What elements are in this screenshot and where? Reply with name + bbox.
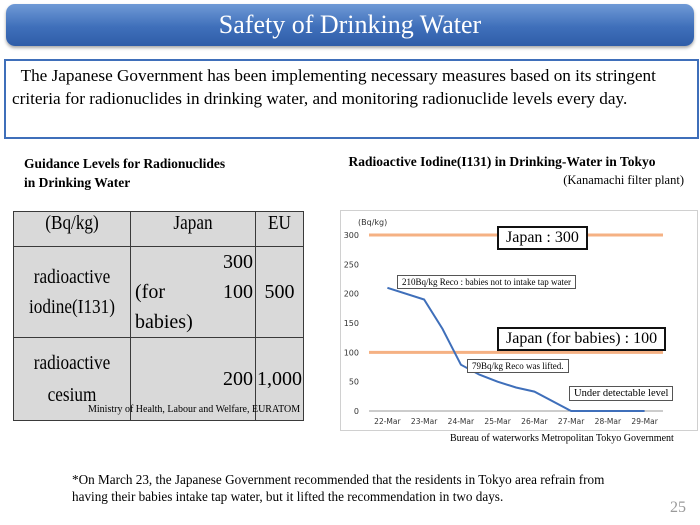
header-japan: Japan bbox=[173, 212, 213, 234]
cesium-label-line2: cesium bbox=[47, 384, 97, 406]
table-heading-line1: Guidance Levels for Radionuclides bbox=[24, 156, 226, 171]
annotation-79: 79Bq/kg Reco was lifted. bbox=[467, 359, 569, 373]
annotation-210: 210Bq/kg Reco : babies not to intake tap… bbox=[397, 275, 576, 289]
x-tick-label: 24-Mar bbox=[448, 417, 475, 426]
footnote-line1: *On March 23, the Japanese Government re… bbox=[72, 472, 605, 487]
iodine-japan-value: 300 bbox=[223, 251, 253, 273]
iodine-label-line1: radioactive bbox=[33, 266, 111, 288]
table-row-cesium: radioactive cesium 200 1,000 bbox=[13, 337, 304, 421]
y-tick-label: 150 bbox=[344, 319, 359, 328]
y-tick-label: 250 bbox=[344, 260, 359, 269]
x-tick-label: 29-Mar bbox=[631, 417, 658, 426]
iodine-series-line bbox=[387, 286, 645, 412]
x-tick-label: 28-Mar bbox=[595, 417, 622, 426]
x-tick-label: 27-Mar bbox=[558, 417, 585, 426]
footnote: *On March 23, the Japanese Government re… bbox=[72, 471, 672, 505]
slide-title: Safety of Drinking Water bbox=[6, 4, 694, 46]
cesium-label-line1: radioactive bbox=[33, 352, 111, 374]
footnote-line2: having their babies intake tap water, bu… bbox=[72, 489, 504, 504]
guidance-levels-table: (Bq/kg) Japan EU radioactive iodine(I131… bbox=[13, 211, 304, 421]
chart-heading: Radioactive Iodine(I131) in Drinking-Wat… bbox=[348, 154, 656, 169]
table-source: Ministry of Health, Labour and Welfare, … bbox=[88, 404, 301, 415]
japan-300-label: Japan : 300 bbox=[497, 226, 588, 250]
chart-subheading: (Kanamachi filter plant) bbox=[563, 173, 684, 187]
x-tick-label: 23-Mar bbox=[411, 417, 438, 426]
babies-value: 100 bbox=[223, 281, 253, 303]
page-number: 25 bbox=[670, 499, 686, 516]
table-row-iodine: radioactive iodine(I131) 300 (for babies… bbox=[13, 246, 304, 338]
iodine-label: radioactive iodine(I131) bbox=[22, 262, 122, 322]
header-unit: (Bq/kg) bbox=[45, 212, 99, 234]
intro-text: The Japanese Government has been impleme… bbox=[12, 66, 656, 108]
y-tick-label: 300 bbox=[344, 231, 359, 240]
table-heading: Guidance Levels for Radionuclides in Dri… bbox=[24, 154, 324, 192]
table-header-row: (Bq/kg) Japan EU bbox=[13, 211, 304, 247]
y-tick-label: 200 bbox=[344, 290, 359, 299]
x-tick-label: 26-Mar bbox=[521, 417, 548, 426]
japan-babies-100-label: Japan (for babies) : 100 bbox=[497, 327, 667, 351]
cesium-eu-value: 1,000 bbox=[257, 367, 302, 390]
cesium-japan-value: 200 bbox=[223, 367, 253, 390]
cesium-label: radioactive cesium bbox=[22, 347, 122, 411]
x-tick-label: 25-Mar bbox=[484, 417, 511, 426]
y-tick-label: 100 bbox=[344, 348, 359, 357]
babies-label: (for babies) bbox=[135, 281, 193, 333]
header-eu: EU bbox=[268, 212, 291, 234]
iodine-eu-value: 500 bbox=[264, 280, 295, 303]
table-heading-line2: in Drinking Water bbox=[24, 175, 131, 190]
intro-text-box: The Japanese Government has been impleme… bbox=[4, 59, 699, 139]
iodine-label-line2: iodine(I131) bbox=[29, 296, 115, 318]
chart-area: (Bq/kg) 0 50 100 150 200 250 300 22-Mar 23-Mar 24-… bbox=[340, 210, 698, 431]
x-tick-label: 22-Mar bbox=[374, 417, 401, 426]
y-tick-label: 50 bbox=[349, 378, 359, 387]
y-tick-label: 0 bbox=[354, 407, 359, 416]
chart-source: Bureau of waterworks Metropolitan Tokyo … bbox=[450, 433, 674, 444]
y-axis-unit-label: (Bq/kg) bbox=[358, 218, 387, 227]
annotation-undetectable: Under detectable level bbox=[569, 386, 674, 401]
